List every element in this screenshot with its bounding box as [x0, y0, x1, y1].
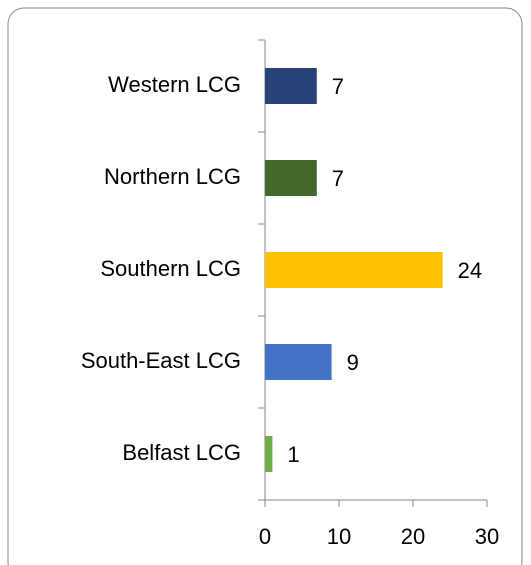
data-label: 9	[347, 350, 359, 375]
x-tick-label: 0	[259, 524, 271, 549]
y-tick-label: Western LCG	[108, 72, 241, 97]
y-tick-label: South-East LCG	[81, 348, 241, 373]
bar	[265, 252, 443, 288]
data-label: 1	[287, 442, 299, 467]
x-tick-label: 20	[401, 524, 425, 549]
data-label: 7	[332, 166, 344, 191]
y-tick-label: Southern LCG	[100, 256, 241, 281]
bar	[265, 436, 273, 472]
data-label: 24	[458, 258, 482, 283]
data-label: 7	[332, 74, 344, 99]
y-tick-label: Belfast LCG	[122, 440, 241, 465]
x-tick-label: 10	[327, 524, 351, 549]
x-tick-label: 30	[475, 524, 499, 549]
bar	[265, 160, 317, 196]
bar	[265, 344, 332, 380]
y-tick-label: Northern LCG	[104, 164, 241, 189]
bar	[265, 68, 317, 104]
